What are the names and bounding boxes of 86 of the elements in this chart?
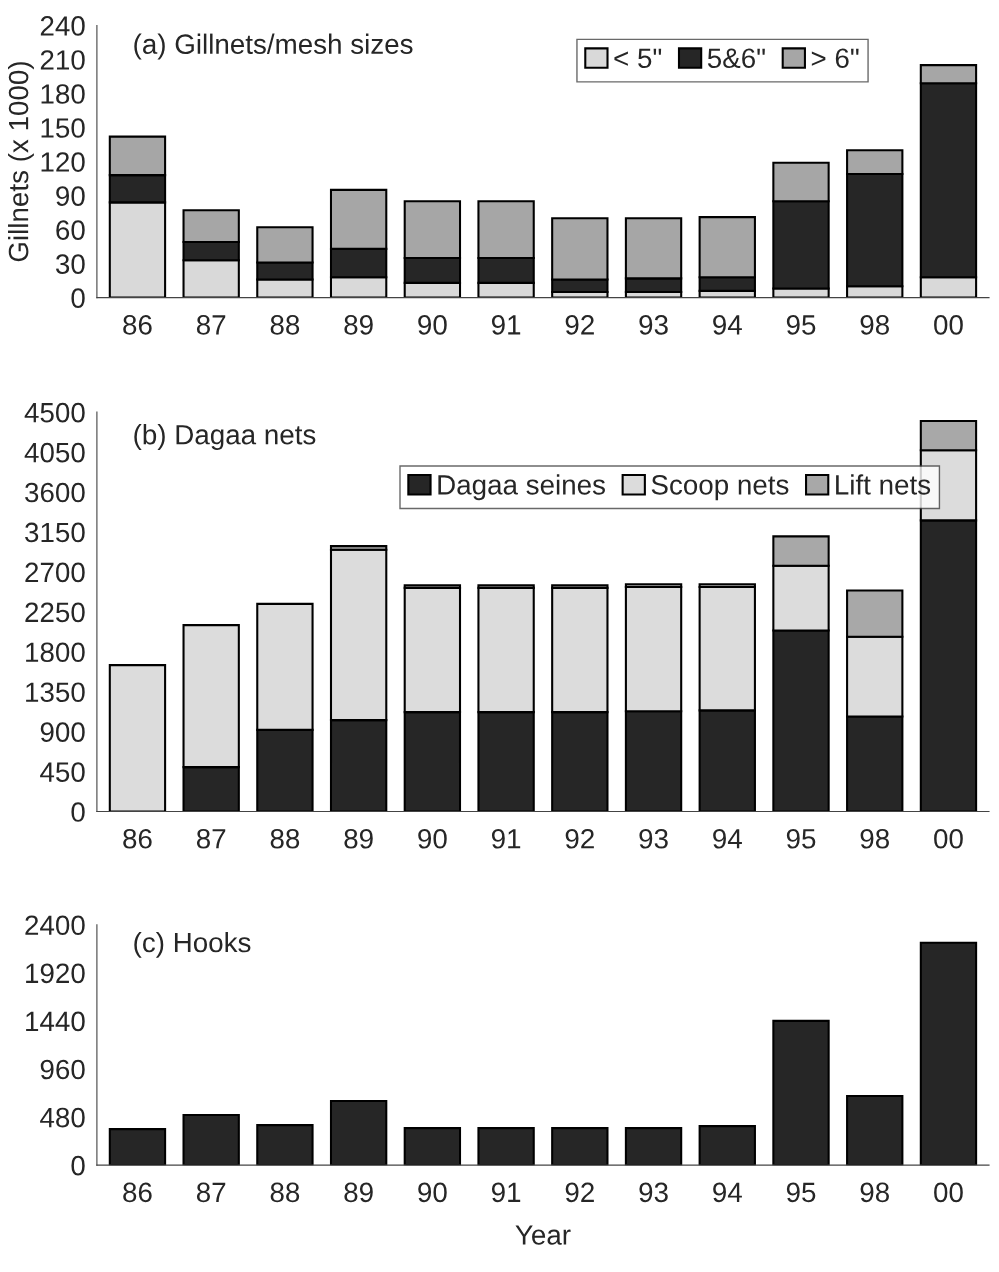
x-tick-label: 86 bbox=[123, 1182, 152, 1203]
y-tick-label: 1350 bbox=[26, 682, 85, 703]
legend-label: < 5" bbox=[614, 48, 662, 69]
x-tick-label: 93 bbox=[639, 1182, 668, 1203]
bar bbox=[329, 1100, 388, 1166]
bar bbox=[477, 1127, 535, 1166]
x-tick-label: 00 bbox=[934, 315, 963, 335]
x-tick-label: 95 bbox=[786, 828, 816, 849]
y-axis-title: Gillnets (x 1000) bbox=[8, 62, 34, 262]
y-tick-label: 2700 bbox=[25, 562, 85, 583]
bar bbox=[624, 1127, 683, 1166]
x-tick-label: 89 bbox=[344, 315, 373, 335]
x-tick-label: 91 bbox=[491, 828, 521, 849]
x-tick-label: 88 bbox=[270, 1182, 300, 1203]
legend-label: 5&6" bbox=[707, 48, 765, 69]
y-tick-label: 2400 bbox=[25, 915, 85, 936]
y-tick-label: 150 bbox=[41, 118, 85, 138]
y-tick-label: 1800 bbox=[26, 642, 85, 663]
y-tick-label: 450 bbox=[40, 762, 85, 782]
legend-label: Dagaa seines bbox=[438, 474, 605, 501]
x-tick-label: 92 bbox=[565, 828, 594, 849]
x-tick-label: 98 bbox=[860, 828, 889, 849]
x-tick-label: 89 bbox=[344, 1182, 373, 1203]
x-tick-label: 94 bbox=[713, 315, 742, 335]
y-tick-label: 3150 bbox=[25, 522, 85, 543]
bar bbox=[772, 1019, 830, 1166]
x-tick-label: 95 bbox=[786, 315, 816, 335]
chart-title: (b) Dagaa nets bbox=[134, 424, 316, 450]
y-tick-label: 480 bbox=[40, 1107, 85, 1128]
x-tick-label: 98 bbox=[860, 1182, 889, 1203]
y-tick-label: 0 bbox=[71, 802, 85, 822]
x-tick-label: 94 bbox=[713, 828, 742, 849]
x-tick-label: 95 bbox=[786, 1182, 816, 1203]
y-tick-label: 960 bbox=[40, 1059, 85, 1080]
x-tick-label: 98 bbox=[860, 315, 889, 335]
y-tick-label: 1440 bbox=[26, 1011, 85, 1032]
x-tick-label: 94 bbox=[713, 1182, 742, 1203]
y-tick-label: 120 bbox=[41, 152, 85, 172]
y-tick-label: 4050 bbox=[24, 442, 85, 463]
bar bbox=[182, 1114, 240, 1166]
bar bbox=[551, 1127, 609, 1166]
x-tick-label: 00 bbox=[934, 1182, 963, 1203]
x-tick-label: 86 bbox=[123, 828, 152, 849]
bar bbox=[256, 1124, 314, 1166]
x-tick-label: 90 bbox=[418, 315, 447, 335]
x-tick-label: 93 bbox=[639, 828, 668, 849]
y-tick-label: 1920 bbox=[26, 963, 85, 984]
bar bbox=[919, 941, 978, 1166]
y-tick-label: 0 bbox=[71, 1155, 85, 1176]
bar bbox=[108, 1128, 167, 1166]
x-tick-label: 92 bbox=[565, 315, 594, 335]
bar bbox=[698, 1125, 756, 1166]
x-tick-label: 90 bbox=[418, 828, 447, 849]
bar bbox=[846, 1094, 904, 1166]
x-tick-label: 87 bbox=[196, 1182, 226, 1203]
x-tick-label: 88 bbox=[270, 315, 300, 335]
x-tick-label: 00 bbox=[934, 828, 963, 849]
bar bbox=[403, 1127, 462, 1166]
y-tick-label: 900 bbox=[40, 722, 85, 742]
y-tick-label: 60 bbox=[56, 220, 85, 240]
y-tick-label: 30 bbox=[55, 254, 85, 274]
legend-label: Scoop nets bbox=[651, 475, 789, 501]
x-tick-label: 87 bbox=[196, 828, 226, 849]
x-tick-label: 88 bbox=[270, 828, 300, 849]
y-tick-label: 240 bbox=[40, 16, 85, 36]
chart-title: (c) Hooks bbox=[134, 931, 251, 958]
x-tick-label: 91 bbox=[491, 315, 521, 335]
x-tick-label: 92 bbox=[565, 1182, 594, 1203]
x-tick-label: 93 bbox=[639, 315, 668, 335]
y-tick-label: 2250 bbox=[25, 602, 85, 623]
x-axis-title: Year bbox=[515, 1225, 571, 1245]
x-tick-label: 91 bbox=[491, 1182, 521, 1203]
y-tick-label: 210 bbox=[40, 50, 85, 70]
x-tick-label: 87 bbox=[196, 315, 226, 335]
x-tick-label: 89 bbox=[344, 828, 373, 849]
y-tick-label: 0 bbox=[71, 288, 85, 308]
legend-label: Lift nets bbox=[836, 474, 931, 495]
legend-label: > 6" bbox=[811, 48, 859, 69]
x-tick-label: 86 bbox=[123, 315, 152, 335]
chart-title: (a) Gillnets/mesh sizes bbox=[134, 33, 413, 60]
x-tick-label: 90 bbox=[418, 1182, 447, 1203]
y-tick-label: 3600 bbox=[25, 482, 85, 503]
bar bbox=[108, 664, 167, 812]
y-tick-label: 4500 bbox=[24, 402, 85, 423]
y-tick-label: 90 bbox=[56, 186, 85, 206]
y-tick-label: 180 bbox=[41, 84, 85, 104]
